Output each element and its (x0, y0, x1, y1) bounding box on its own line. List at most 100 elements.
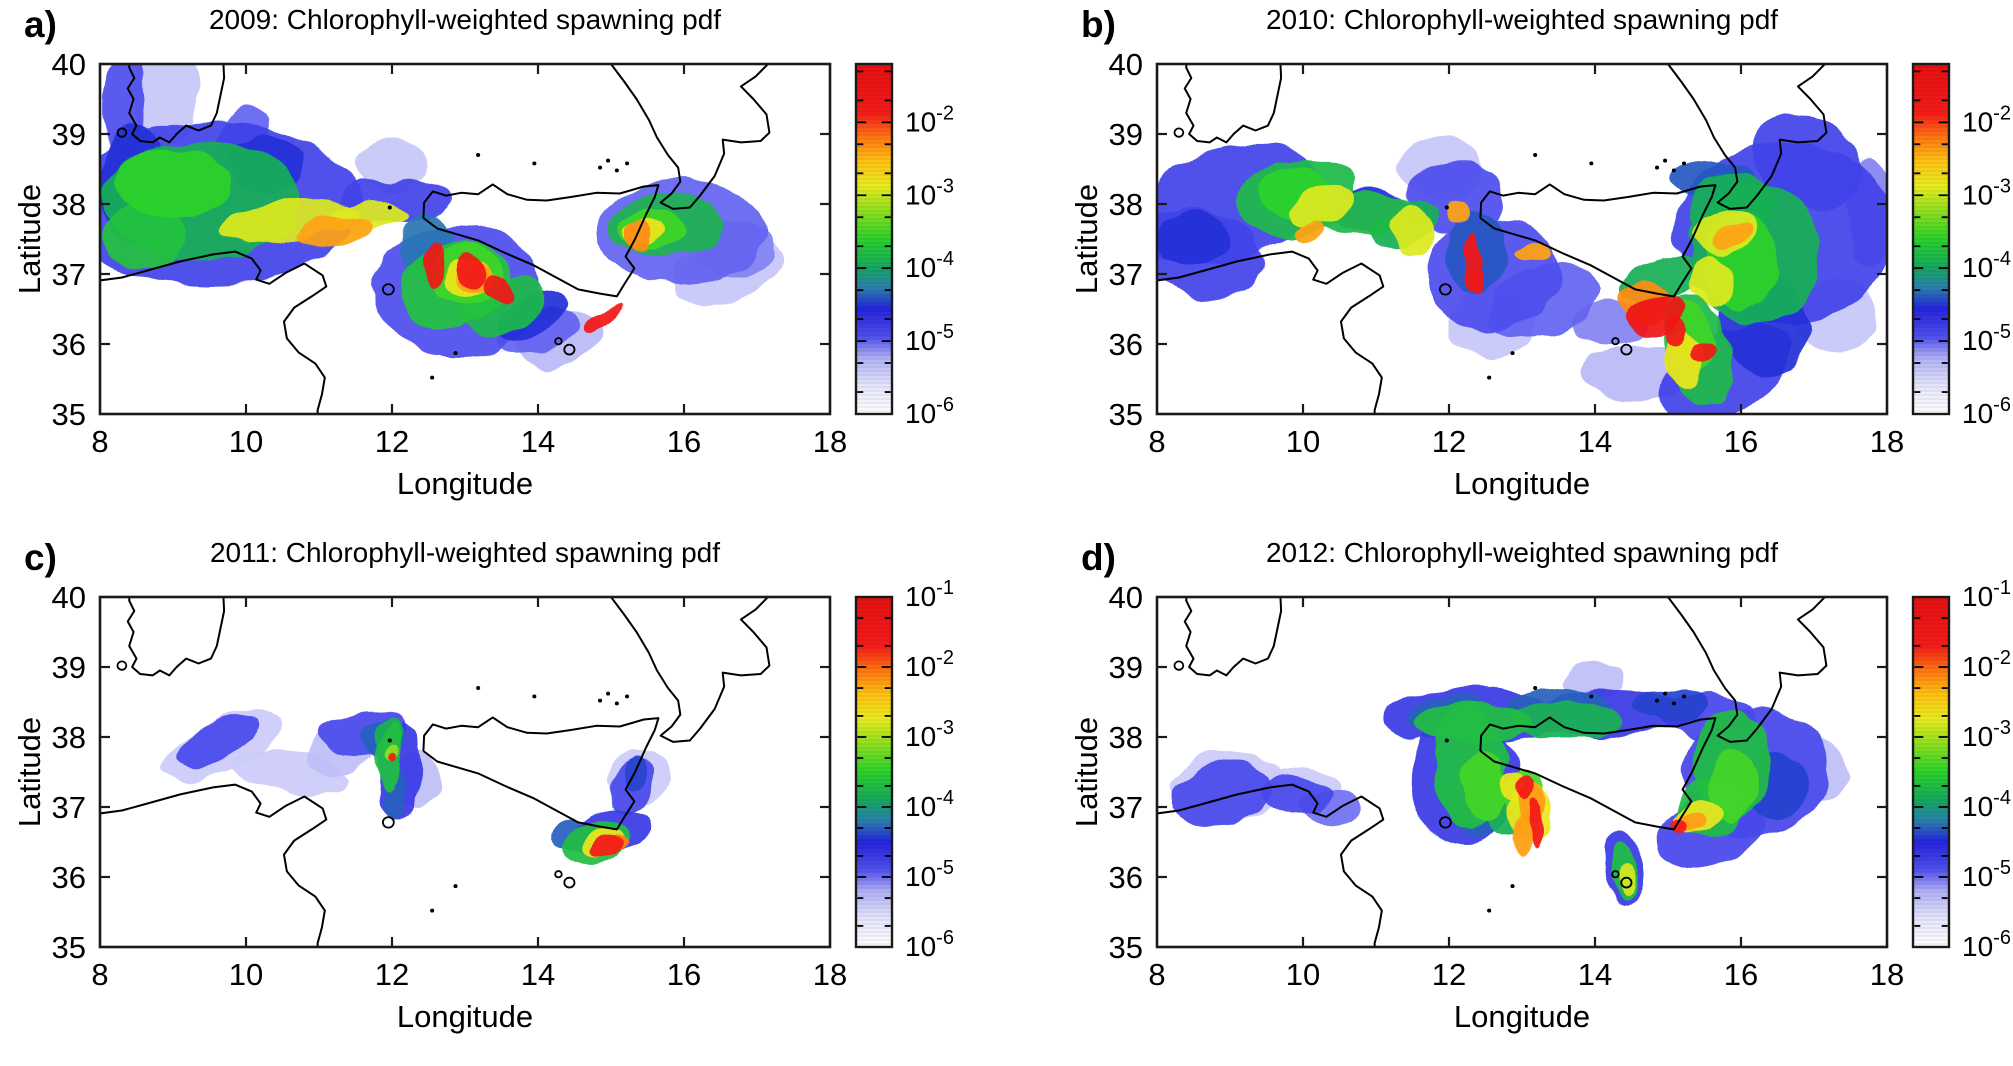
islet-dot (1533, 686, 1538, 690)
colorbar-tick-label: 10-6 (905, 394, 954, 429)
panel-title: 2010: Chlorophyll-weighted spawning pdf (1265, 4, 1779, 35)
malta-island (564, 345, 574, 355)
y-tick-label: 38 (52, 720, 86, 755)
tick-labels: 8 10 12 14 16 18 35 36 37 38 39 40 (1109, 47, 1905, 459)
colorbar-tick-label: 10-6 (1962, 927, 2011, 962)
calabria-coastline (606, 47, 772, 209)
y-tick-label: 37 (1109, 257, 1143, 292)
x-tick-label: 12 (1432, 957, 1466, 992)
islet-dot (1533, 153, 1538, 157)
x-tick-label: 14 (521, 957, 555, 992)
tick-labels: 8 10 12 14 16 18 35 36 37 38 39 40 (1109, 580, 1905, 992)
x-tick-label: 8 (91, 424, 108, 459)
pantelleria-island (1440, 817, 1451, 828)
islet-dot (1671, 168, 1676, 173)
y-tick-label: 38 (1109, 720, 1143, 755)
calabria-coastline (1663, 580, 1829, 742)
colorbar: 10-2 10-3 10-4 10-5 10-6 (1911, 62, 2011, 429)
y-tick-label: 39 (52, 117, 86, 152)
islet-dot (1510, 884, 1515, 889)
sardinia-coastline (1185, 580, 1281, 676)
islet-dot (430, 375, 435, 380)
sardinia-coastline (128, 47, 224, 143)
map-plot-2010: 8 10 12 14 16 1835363738394010-210-310-410-51… (1109, 47, 2011, 459)
y-tick-label: 40 (1109, 580, 1143, 615)
pantelleria-island (383, 817, 394, 828)
x-tick-label: 16 (667, 957, 701, 992)
islet-dot (1589, 161, 1594, 166)
islet-dot (606, 158, 611, 163)
islet-dot (453, 351, 458, 356)
islet-dot (1663, 691, 1668, 696)
sicily-coastline (423, 184, 658, 296)
panel-c: c) 2011: Chlorophyll-weighted spawning p… (0, 533, 1006, 1066)
x-tick-label: 10 (229, 957, 263, 992)
coastlines (85, 47, 771, 429)
y-tick-label: 40 (52, 47, 86, 82)
y-tick-label: 35 (52, 930, 86, 965)
sicily-coastline (1480, 717, 1715, 829)
y-tick-label: 37 (1109, 790, 1143, 825)
islet-dot (614, 701, 619, 706)
gozo-island (1612, 338, 1619, 344)
y-tick-label: 38 (1109, 187, 1143, 222)
y-tick-label: 36 (52, 327, 86, 362)
colorbar-tick-label: 10-2 (905, 647, 954, 682)
colorbar-tick-label: 10-4 (1962, 248, 2011, 283)
map-plot-2009: 8 10 12 14 16 1835363738394010-210-310-410-51… (52, 47, 954, 459)
colorbar-tick-label: 10-5 (1962, 857, 2011, 892)
pantelleria-island (383, 284, 394, 295)
coastlines (1142, 47, 1828, 429)
panel-d: d) 2012: Chlorophyll-weighted spawning p… (1057, 533, 2013, 1066)
sicily-coastline (1480, 184, 1715, 296)
gozo-island (555, 338, 562, 344)
islet-dot (387, 205, 392, 210)
y-tick-label: 36 (1109, 327, 1143, 362)
x-tick-label: 10 (1286, 424, 1320, 459)
colorbar: 10-1 10-2 10-3 10-4 10-5 10-6 (854, 577, 954, 962)
colorbar-tick-label: 10-2 (905, 102, 954, 137)
colorbar-tick-label: 10-6 (905, 927, 954, 962)
islet-dot (606, 691, 611, 696)
islet-dot (1444, 205, 1449, 210)
colorbar-tick-label: 10-4 (1962, 787, 2011, 822)
calabria-coastline (1663, 47, 1829, 209)
islet-dot (1444, 738, 1449, 743)
x-tick-label: 16 (1724, 957, 1758, 992)
x-tick-label: 14 (1578, 424, 1612, 459)
islet-dot (453, 884, 458, 889)
gozo-island (1612, 871, 1619, 877)
x-tick-label: 18 (813, 957, 847, 992)
y-tick-label: 39 (52, 650, 86, 685)
sardinia-coastline (1185, 47, 1281, 143)
north-africa-coastline (1142, 252, 1383, 428)
density-cells (100, 64, 784, 368)
north-africa-coastline (1142, 785, 1383, 961)
x-tick-label: 8 (91, 957, 108, 992)
colorbar: 10-2 10-3 10-4 10-5 10-6 (854, 62, 954, 429)
tick-labels: 8 10 12 14 16 18 35 36 37 38 39 40 (52, 580, 848, 992)
y-tick-label: 37 (52, 790, 86, 825)
islet-dot (598, 165, 603, 170)
axes-frame (1155, 595, 1889, 949)
x-axis-title: Longitude (1453, 466, 1591, 501)
colorbar-tick-label: 10-2 (1962, 647, 2011, 682)
islet-dot (625, 161, 630, 166)
north-africa-coastline (85, 252, 326, 428)
x-tick-label: 16 (667, 424, 701, 459)
panel-a: a) 2009: Chlorophyll-weighted spawning p… (0, 0, 1006, 533)
sant-antioco-island (118, 128, 127, 136)
panel-b: b) 2010: Chlorophyll-weighted spawning p… (1057, 0, 2013, 533)
y-tick-label: 39 (1109, 650, 1143, 685)
x-tick-label: 18 (1870, 424, 1904, 459)
islet-dot (532, 161, 537, 166)
colorbar-tick-label: 10-3 (1962, 717, 2011, 752)
axes-frame (1155, 62, 1889, 416)
colorbar-tick-label: 10-5 (1962, 321, 2011, 356)
islet-dot (387, 738, 392, 743)
islet-dot (1487, 908, 1492, 913)
panel-letter: a) (24, 4, 57, 45)
